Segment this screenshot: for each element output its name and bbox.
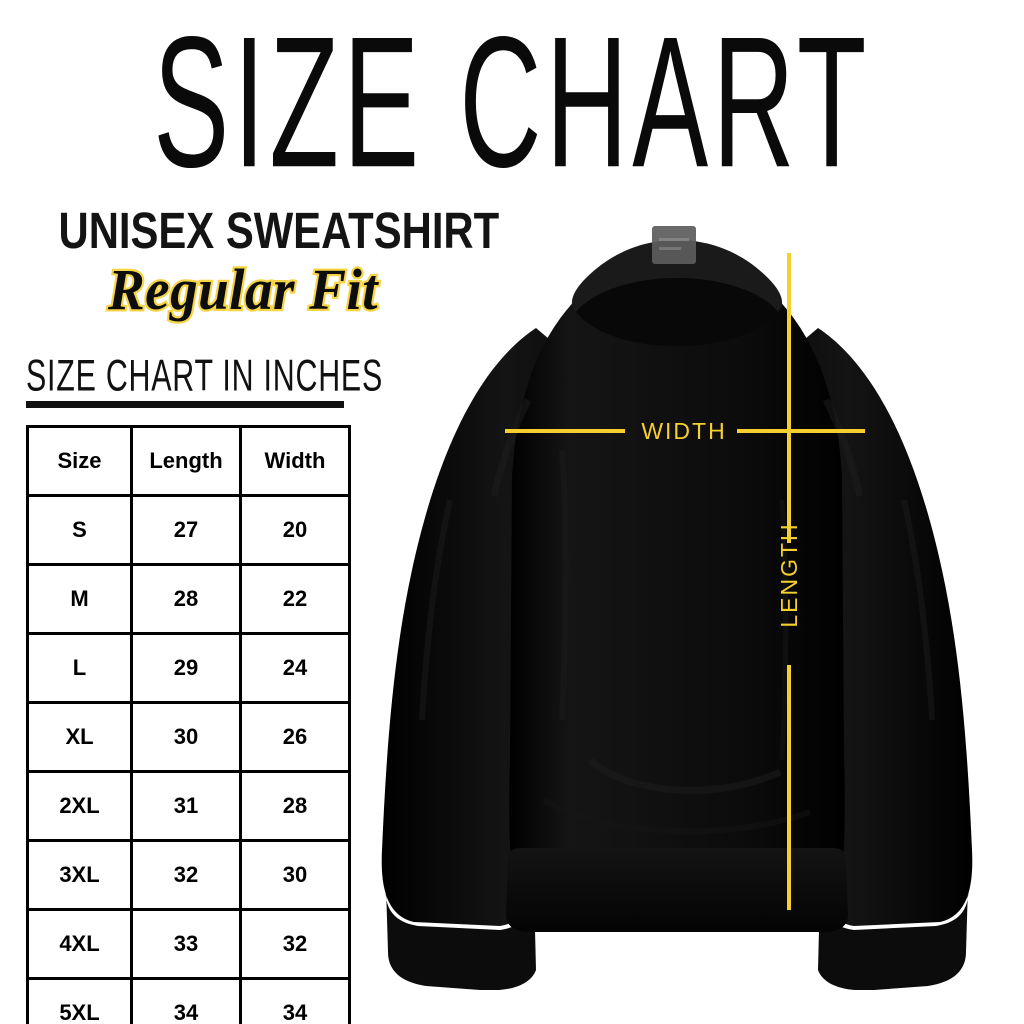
sweatshirt-illustration: [330, 200, 1024, 990]
fabric-fold: [542, 797, 812, 835]
width-measure-label: WIDTH: [641, 418, 727, 444]
cell-size: 5XL: [26, 977, 133, 1024]
column-header-width: Width: [239, 425, 351, 497]
sweatshirt-body: [509, 244, 845, 886]
cell-width: 32: [239, 908, 351, 980]
size-table: Size Length Width S 27 20 M 28 22 L: [26, 425, 351, 1024]
table-row: S 27 20: [26, 494, 351, 566]
cell-size: M: [26, 563, 133, 635]
sweatshirt-graphic: [381, 226, 973, 990]
fit-title: Regular Fit: [106, 256, 380, 323]
shoulder-seam: [490, 398, 532, 497]
shoulder-seam: [822, 398, 864, 497]
cell-width: 20: [239, 494, 351, 566]
cell-width: 26: [239, 701, 351, 773]
width-measure-line-left: [505, 429, 625, 433]
cell-size: 4XL: [26, 908, 133, 980]
width-measure-line-right: [737, 429, 865, 433]
column-header-length: Length: [130, 425, 242, 497]
brand-tag-line: [659, 238, 689, 241]
cell-length: 32: [130, 839, 242, 911]
cell-width: 34: [239, 977, 351, 1024]
brand-tag-icon: [652, 226, 696, 264]
cell-length: 27: [130, 494, 242, 566]
cell-width: 30: [239, 839, 351, 911]
cell-size: XL: [26, 701, 133, 773]
cell-width: 28: [239, 770, 351, 842]
cell-length: 29: [130, 632, 242, 704]
collar-ribbing: [571, 240, 783, 312]
neck-opening: [576, 278, 778, 346]
column-header-size: Size: [26, 425, 133, 497]
garment-title: UNISEX SWEATSHIRT: [58, 202, 500, 259]
table-row: L 29 24: [26, 632, 351, 704]
cell-width: 22: [239, 563, 351, 635]
table-row: 5XL 34 34: [26, 977, 351, 1024]
length-measure-label: LENGTH: [776, 522, 802, 628]
table-row: 2XL 31 28: [26, 770, 351, 842]
table-row: M 28 22: [26, 563, 351, 635]
cell-length: 28: [130, 563, 242, 635]
table-header-row: Size Length Width: [26, 425, 351, 497]
length-measure-line-top: [787, 253, 791, 543]
page-title: SIZE CHART: [153, 0, 871, 207]
fabric-fold: [901, 499, 935, 721]
cell-length: 30: [130, 701, 242, 773]
table-row: 4XL 33 32: [26, 908, 351, 980]
cell-length: 34: [130, 977, 242, 1024]
section-label: SIZE CHART IN INCHES: [26, 351, 383, 401]
section-label-block: SIZE CHART IN INCHES: [26, 351, 383, 408]
cell-size: 2XL: [26, 770, 133, 842]
right-cuff: [818, 886, 969, 990]
brand-tag-line: [659, 247, 681, 250]
size-table-container: Size Length Width S 27 20 M 28 22 L: [26, 425, 351, 1024]
section-underline-rule: [26, 401, 344, 408]
cell-width: 24: [239, 632, 351, 704]
fabric-fold: [779, 499, 789, 761]
cell-size: L: [26, 632, 133, 704]
fabric-fold: [587, 757, 782, 794]
fabric-fold: [419, 499, 453, 721]
cell-length: 33: [130, 908, 242, 980]
cell-size: S: [26, 494, 133, 566]
cell-size: 3XL: [26, 839, 133, 911]
bottom-hem-band: [506, 848, 848, 932]
table-row: 3XL 32 30: [26, 839, 351, 911]
fabric-fold: [559, 449, 569, 721]
left-cuff: [385, 886, 536, 990]
subtitle-block: UNISEX SWEATSHIRT Regular Fit: [18, 202, 500, 323]
length-measure-line-bottom: [787, 665, 791, 910]
table-row: XL 30 26: [26, 701, 351, 773]
cell-length: 31: [130, 770, 242, 842]
